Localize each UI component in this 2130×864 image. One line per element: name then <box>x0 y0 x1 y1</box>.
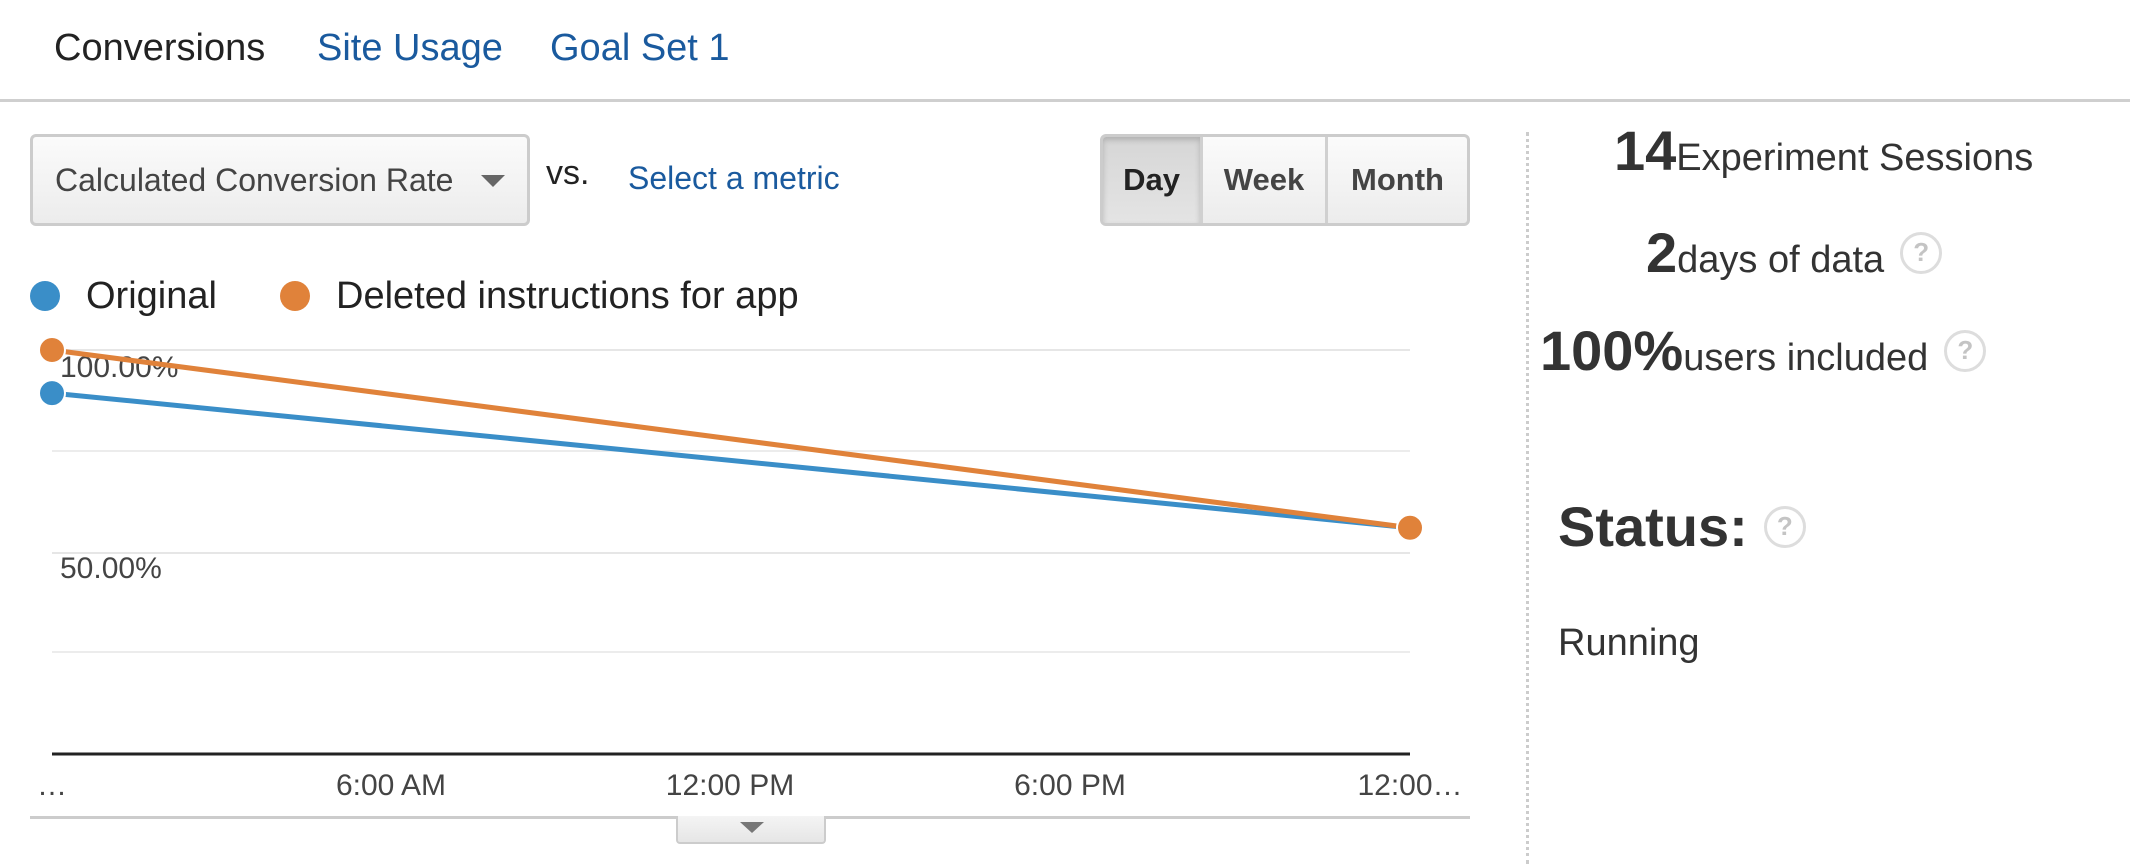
chevron-down-icon <box>481 175 505 187</box>
y-tick-label-100: 100.00% <box>60 351 178 384</box>
metric-dropdown[interactable]: Calculated Conversion Rate <box>30 134 530 226</box>
conversion-rate-chart: 100.00% 50.00% … 6:00 AM 12:00 PM 6:00 P… <box>37 336 1463 802</box>
expand-chart-button[interactable] <box>676 816 826 844</box>
days-label: days of data <box>1677 239 1885 281</box>
period-day-button[interactable]: Day <box>1103 137 1203 223</box>
x-tick-label: … <box>37 769 67 802</box>
report-tabs: Conversions Site Usage Goal Set 1 <box>0 0 2130 102</box>
chart-series-layer <box>38 336 1424 542</box>
series-line-variant <box>51 347 1411 531</box>
period-toggle: Day Week Month <box>1100 134 1470 226</box>
data-point-variant[interactable] <box>38 336 66 364</box>
help-icon[interactable]: ? <box>1763 505 1806 548</box>
tab-goal-set-1[interactable]: Goal Set 1 <box>550 27 730 69</box>
users-label: users included <box>1683 337 1929 379</box>
legend-dot-original <box>30 281 60 311</box>
period-week-button[interactable]: Week <box>1203 137 1328 223</box>
status-value: Running <box>1558 622 1700 664</box>
x-tick-label: 12:00… <box>1357 769 1462 802</box>
vs-label: vs. <box>546 154 590 192</box>
x-tick-label: 6:00 AM <box>336 769 446 802</box>
data-point-variant[interactable] <box>1396 513 1424 542</box>
select-metric-link[interactable]: Select a metric <box>628 160 840 196</box>
days-value: 2 <box>1646 221 1678 284</box>
legend-item-variant[interactable]: Deleted instructions for app <box>280 274 799 318</box>
period-month-button[interactable]: Month <box>1351 162 1444 197</box>
metric-dropdown-value: Calculated Conversion Rate <box>55 162 454 198</box>
legend-item-original[interactable]: Original <box>30 274 217 318</box>
help-icon[interactable]: ? <box>1944 329 1987 372</box>
legend-dot-variant <box>280 281 310 311</box>
sessions-value: 14 <box>1614 119 1677 182</box>
status-title: Status: <box>1558 495 1748 558</box>
chevron-down-icon <box>740 822 764 833</box>
sessions-label: Experiment Sessions <box>1676 137 2034 179</box>
help-icon[interactable]: ? <box>1900 231 1943 274</box>
days-stat: 2 days of data ? <box>1646 220 1943 285</box>
tab-conversions[interactable]: Conversions <box>54 27 266 69</box>
sessions-stat: 14 Experiment Sessions <box>1614 118 2033 183</box>
users-stat: 100% users included ? <box>1540 318 1987 383</box>
status-heading: Status: ? <box>1558 494 1806 559</box>
data-point-original[interactable] <box>38 379 66 408</box>
tab-site-usage[interactable]: Site Usage <box>317 27 503 69</box>
legend-label-variant: Deleted instructions for app <box>336 274 799 317</box>
users-value: 100% <box>1540 319 1684 382</box>
chart-gridlines <box>52 349 1410 653</box>
legend-label-original: Original <box>86 274 217 317</box>
series-line-original <box>51 390 1411 531</box>
vertical-divider <box>1526 132 1529 864</box>
y-tick-label-50: 50.00% <box>60 552 162 585</box>
x-tick-label: 6:00 PM <box>1014 769 1126 802</box>
x-tick-label: 12:00 PM <box>666 769 794 802</box>
